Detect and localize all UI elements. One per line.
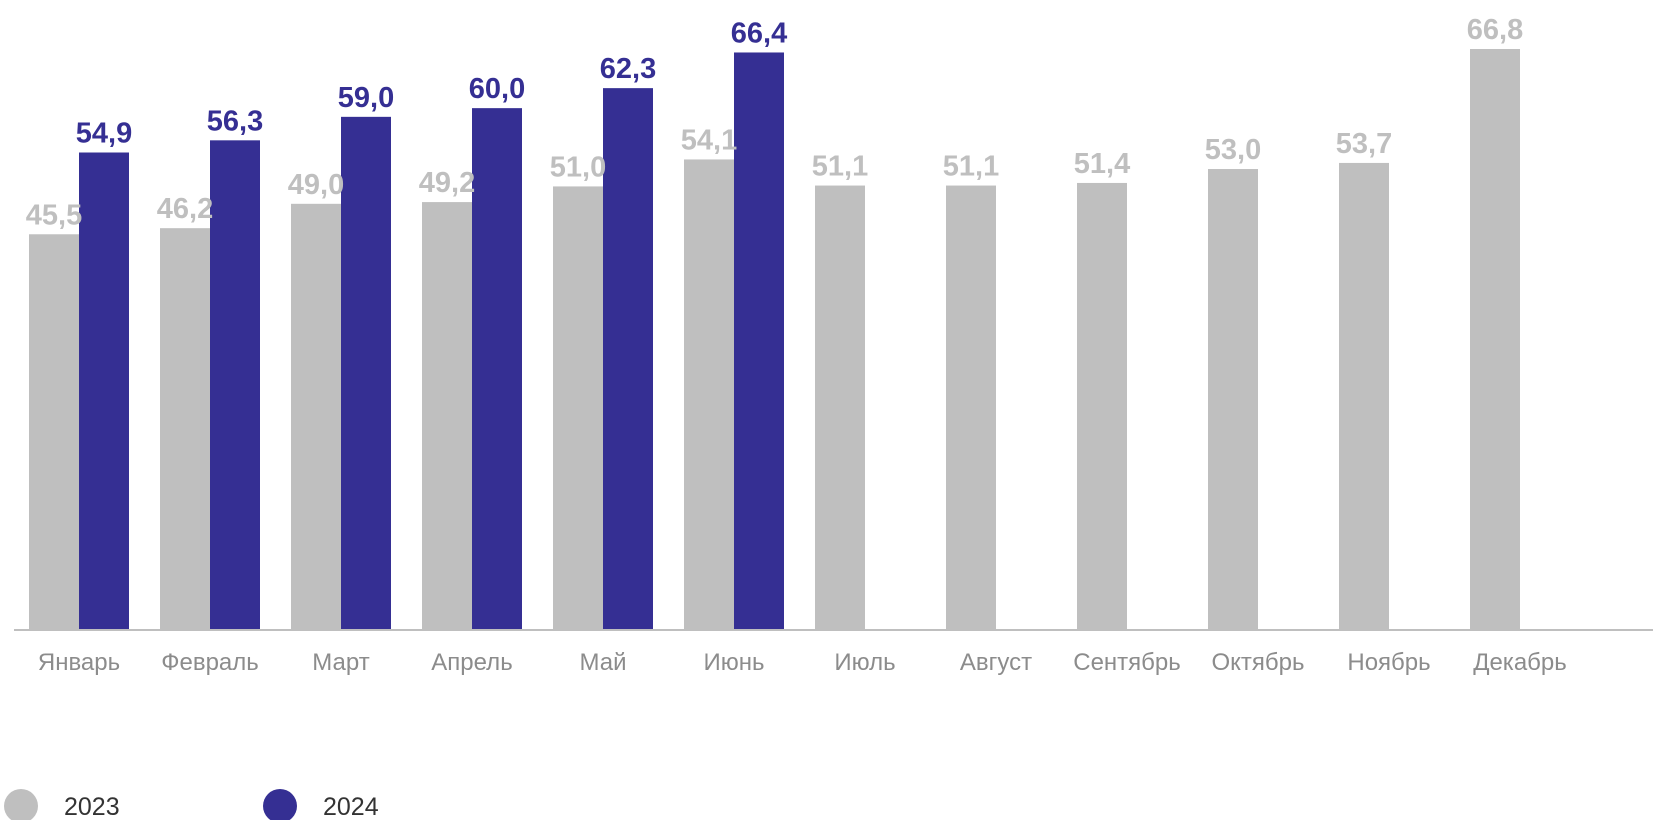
legend-label-2024: 2024 — [323, 793, 379, 820]
bar-2023-1 — [29, 234, 79, 631]
data-label-2023-8: 51,1 — [943, 151, 999, 183]
bar-2023-6 — [684, 159, 734, 630]
x-tick-label-3: Март — [312, 649, 369, 676]
data-label-2023-7: 51,1 — [812, 151, 868, 183]
data-label-2023-12: 66,8 — [1467, 14, 1523, 46]
bar-2023-8 — [946, 185, 996, 630]
bar-2023-9 — [1077, 182, 1127, 630]
bar-2024-6 — [734, 52, 784, 630]
bar-2023-2 — [160, 228, 210, 630]
x-tick-label-5: Май — [579, 649, 626, 676]
bar-2024-4 — [472, 108, 522, 630]
data-label-2024-6: 66,4 — [731, 17, 787, 49]
legend-marker-2023 — [4, 789, 38, 823]
data-label-2024-3: 59,0 — [338, 82, 394, 114]
legend: 2023 2024 — [4, 789, 379, 823]
bar-2023-7 — [815, 185, 865, 630]
bar-2023-4 — [422, 202, 472, 630]
x-tick-labels-layer: Январь Февраль Март Апрель Май Июнь Июль Август… — [38, 649, 1567, 676]
bar-2024-1 — [79, 152, 129, 630]
bar-2023-10 — [1208, 169, 1258, 630]
data-labels-layer: 45,5 54,9 46,2 56,3 49,0 59,0 49,2 60,0 51,0 62,3… — [26, 14, 1523, 231]
x-tick-label-6: Июнь — [703, 649, 764, 676]
data-label-2023-5: 51,0 — [550, 151, 606, 183]
bars-layer — [29, 49, 1520, 631]
data-label-2023-10: 53,0 — [1205, 134, 1261, 166]
data-label-2023-1: 45,5 — [26, 199, 82, 231]
data-label-2023-3: 49,0 — [288, 169, 344, 201]
data-label-2024-2: 56,3 — [207, 105, 263, 137]
bar-2023-12 — [1470, 49, 1520, 630]
x-tick-label-4: Апрель — [431, 649, 512, 676]
bar-2024-3 — [341, 116, 391, 631]
data-label-2024-1: 54,9 — [76, 118, 132, 150]
x-tick-label-10: Октябрь — [1211, 649, 1304, 676]
bar-2024-2 — [210, 140, 260, 631]
data-label-2023-11: 53,7 — [1336, 128, 1392, 160]
legend-marker-2024 — [263, 789, 297, 823]
x-tick-label-12: Декабрь — [1473, 649, 1567, 676]
data-label-2024-4: 60,0 — [469, 73, 525, 105]
bar-2023-5 — [553, 186, 603, 630]
data-label-2023-6: 54,1 — [681, 124, 737, 156]
data-label-2024-5: 62,3 — [600, 53, 656, 85]
data-label-2023-4: 49,2 — [419, 167, 475, 199]
bar-2024-5 — [603, 88, 653, 630]
bar-2023-11 — [1339, 162, 1389, 630]
x-tick-label-7: Июль — [834, 649, 895, 676]
x-tick-label-8: Август — [960, 649, 1032, 676]
data-label-2023-9: 51,4 — [1074, 148, 1130, 180]
legend-label-2023: 2023 — [64, 793, 120, 820]
x-tick-label-1: Январь — [38, 649, 120, 676]
x-tick-label-11: Ноябрь — [1347, 649, 1430, 676]
x-tick-label-2: Февраль — [161, 649, 259, 676]
data-label-2023-2: 46,2 — [157, 193, 213, 225]
x-tick-label-9: Сентябрь — [1073, 649, 1181, 676]
bar-2023-3 — [291, 203, 341, 630]
